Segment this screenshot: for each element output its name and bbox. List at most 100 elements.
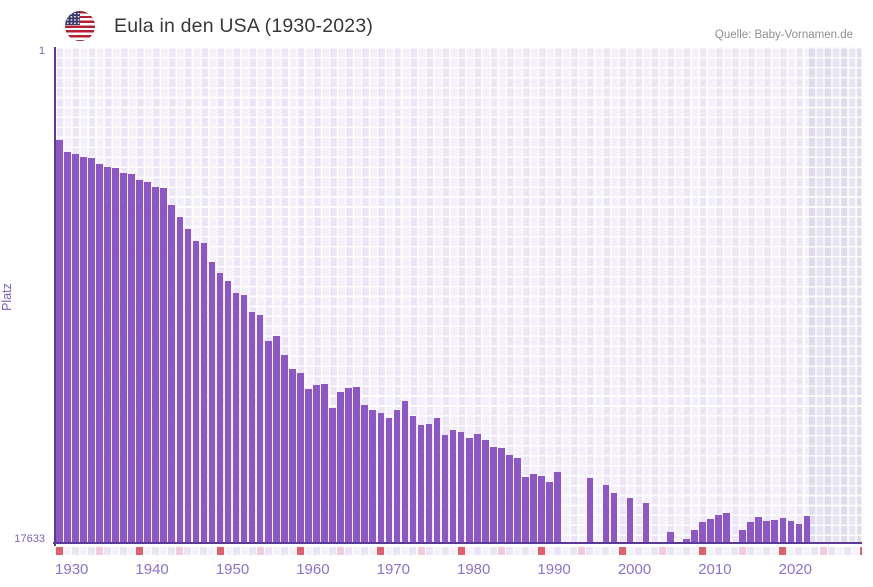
bar[interactable] [803,516,811,544]
bar[interactable] [586,478,594,544]
bar[interactable] [112,168,119,544]
bar[interactable] [63,151,71,544]
bar[interactable] [401,401,409,544]
bar[interactable] [208,261,216,544]
bar[interactable] [715,515,722,544]
bar[interactable] [256,315,264,544]
bar[interactable] [691,530,698,544]
bar[interactable] [200,243,208,544]
bar[interactable] [683,538,690,544]
bar[interactable] [353,386,360,544]
bar[interactable] [321,383,328,544]
bar[interactable] [666,532,674,544]
bar[interactable] [248,312,256,544]
bar[interactable] [699,522,706,544]
bar[interactable] [498,448,505,544]
x-tick-label: 1970 [376,561,410,578]
bar[interactable] [417,425,425,544]
bar[interactable] [88,158,95,544]
bar[interactable] [795,524,803,544]
bar[interactable] [723,513,730,544]
bar[interactable] [755,517,762,544]
bar[interactable] [144,181,151,544]
bar[interactable] [337,392,344,544]
bar[interactable] [546,482,553,544]
bar[interactable] [409,416,417,544]
bar[interactable] [449,430,457,544]
bar[interactable] [602,485,610,544]
year-marker [337,547,345,555]
bar[interactable] [71,154,79,544]
bar[interactable] [313,384,320,544]
bar[interactable] [96,163,103,544]
bar[interactable] [739,530,746,544]
bar[interactable] [136,180,143,544]
y-tick-max: 17633 [14,533,45,545]
year-marker [747,547,755,555]
year-marker [755,547,763,555]
bar[interactable] [787,520,795,544]
year-marker [304,547,312,555]
bar[interactable] [272,335,280,544]
bar[interactable] [369,409,377,544]
bar[interactable] [224,281,232,544]
bar[interactable] [128,173,135,544]
year-marker [634,547,642,555]
bar[interactable] [514,458,521,544]
bar[interactable] [152,187,159,544]
bar[interactable] [626,498,634,544]
bar[interactable] [522,477,529,544]
bar[interactable] [55,139,63,544]
bar[interactable] [441,435,449,544]
bar[interactable] [160,188,167,544]
bar[interactable] [385,417,393,544]
bar[interactable] [329,407,336,544]
bar[interactable] [554,472,561,544]
bar[interactable] [530,474,537,544]
bar[interactable] [289,369,296,544]
bar[interactable] [457,432,465,544]
bar[interactable] [120,172,127,544]
bar[interactable] [538,476,545,544]
bar[interactable] [506,455,513,544]
bar[interactable] [281,355,288,544]
bar[interactable] [345,387,352,544]
year-marker [417,547,425,555]
bar[interactable] [610,493,618,544]
bar[interactable] [490,447,497,544]
bar[interactable] [216,272,224,544]
bar[interactable] [473,434,481,544]
bar[interactable] [377,413,385,544]
bar[interactable] [482,440,489,544]
bar[interactable] [393,409,401,544]
bar[interactable] [747,522,754,544]
bar[interactable] [305,389,312,544]
bar[interactable] [642,503,650,544]
bar[interactable] [232,292,240,544]
bar[interactable] [707,519,714,544]
bar[interactable] [433,417,441,544]
year-marker [361,547,369,555]
bar[interactable] [264,340,272,544]
bar[interactable] [771,519,779,544]
year-marker [160,547,168,555]
year-marker [650,547,658,555]
bar[interactable] [80,157,87,544]
bar[interactable] [779,518,787,544]
bar[interactable] [104,167,111,544]
year-marker [256,547,264,555]
bar[interactable] [184,228,192,544]
bar[interactable] [240,294,248,544]
bar[interactable] [192,240,200,544]
bar[interactable] [465,438,473,544]
bar[interactable] [425,424,433,544]
year-marker [819,547,827,555]
year-marker [578,547,586,555]
bar[interactable] [361,405,368,544]
bar[interactable] [763,521,770,544]
bar[interactable] [297,372,304,544]
bar[interactable] [168,204,176,544]
bar[interactable] [176,216,184,544]
year-marker [513,547,521,555]
year-marker [457,547,465,555]
